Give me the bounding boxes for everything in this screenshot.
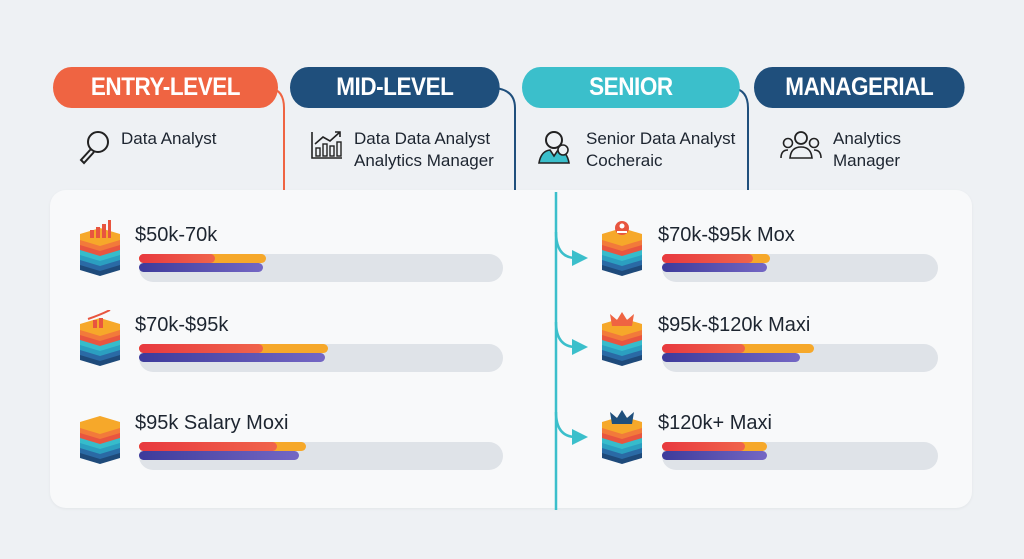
role-name: Data Analyst [121,129,217,148]
stack-bar-chart-icon [78,220,122,283]
salary-bar-track [139,254,503,282]
salary-bar-purple [139,451,300,460]
person-search-icon [538,131,570,164]
role-name: Analytics Manager [354,151,494,170]
role-entry: Data Analyst [77,128,216,166]
salary-bar-red [139,254,216,263]
salary-label: $70k-$95k [135,314,229,336]
stack-person-badge-icon [600,220,644,283]
stack-crown-icon [600,310,644,373]
salary-bar-track [662,254,938,282]
arrow-icon [572,339,588,355]
salary-label: $50k-70k [135,224,218,246]
salary-bar-red [662,442,745,451]
salary-bar-red [139,344,263,353]
role-mid: Data Data Analyst Analytics Manager [310,128,494,172]
salary-bar-track [662,344,938,372]
salary-bar-red [662,344,745,353]
stack-crown-navy-icon [600,408,644,471]
role-senior: Senior Data Analyst Cocheraic [536,128,735,172]
level-pill-entry: ENTRY-LEVEL [53,67,278,108]
stack-icon [78,408,122,471]
salary-bar-red [662,254,754,263]
role-name: Senior Data Analyst [586,129,736,148]
salary-bar-red [139,442,278,451]
salary-bar-track [139,442,503,470]
salary-bar-purple [139,263,263,272]
salary-bar-purple [139,353,325,362]
team-icon [780,131,822,159]
level-pill-managerial: MANAGERIAL [754,67,965,108]
role-managerial: Analytics Manager [779,128,901,172]
arrow-icon [572,250,588,266]
salary-label: $95k Salary Moxi [135,412,289,434]
salary-bar-purple [662,263,767,272]
salary-bar-track [139,344,503,372]
role-name: Manager [833,151,901,170]
salary-label: $120k+ Maxi [658,412,772,434]
role-name: Cocheraic [586,151,663,170]
stack-growth-chart-icon [78,309,122,373]
magnifier-icon [79,131,109,165]
salary-label: $95k-$120k Maxi [658,314,811,336]
level-pill-mid: MID-LEVEL [290,67,500,108]
arrow-icon [572,429,588,445]
salary-label: $70k-$95k Mox [658,224,795,246]
role-name: Data Data Analyst [354,129,491,148]
salary-bar-purple [662,353,800,362]
bar-chart-growth-icon [311,131,342,159]
level-pill-senior: SENIOR [522,67,740,108]
role-name: Analytics [833,129,902,148]
salary-bar-track [662,442,938,470]
salary-bar-purple [662,451,767,460]
